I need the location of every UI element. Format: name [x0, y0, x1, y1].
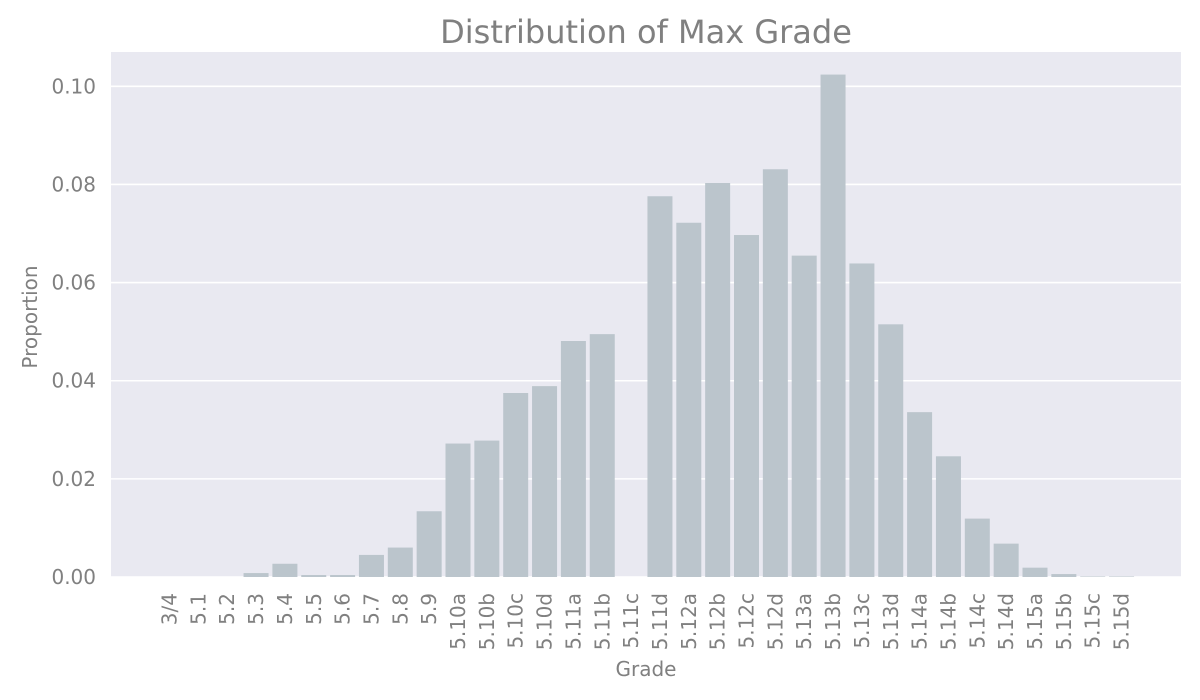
- x-tick-label: 5.9: [417, 593, 441, 625]
- bar: [243, 573, 269, 577]
- x-tick-label: 5.15d: [1110, 593, 1134, 650]
- x-tick-label: 5.11c: [619, 593, 643, 649]
- bar: [474, 440, 500, 577]
- bar: [647, 196, 673, 578]
- x-tick-label: 5.14c: [965, 593, 989, 649]
- bar: [993, 543, 1019, 577]
- y-tick-label: 0.02: [51, 467, 96, 491]
- bars: [243, 74, 1135, 578]
- bar: [964, 518, 990, 577]
- bar: [907, 412, 933, 577]
- bar: [445, 443, 471, 577]
- x-tick-label: 5.7: [359, 593, 383, 625]
- x-tick-label: 5.11b: [590, 593, 614, 650]
- x-tick-label: 5.14b: [936, 593, 960, 650]
- bar: [791, 255, 817, 577]
- y-axis-label: Proportion: [18, 265, 42, 368]
- x-tick-label: 5.11d: [648, 593, 672, 650]
- x-tick-label: 5.13a: [792, 593, 816, 650]
- bar: [532, 386, 558, 577]
- bar: [503, 393, 529, 577]
- x-tick-label: 5.8: [388, 593, 412, 625]
- bar: [416, 511, 442, 577]
- bar: [560, 340, 586, 577]
- bar: [734, 235, 759, 577]
- bar: [676, 222, 702, 577]
- x-tick-label: 5.12d: [763, 593, 787, 650]
- x-tick-label: 5.15b: [1052, 593, 1076, 650]
- x-tick-label: 5.1: [186, 593, 210, 625]
- x-tick-label: 5.6: [331, 593, 355, 625]
- bar: [1051, 574, 1077, 577]
- x-tick-label: 5.12c: [735, 593, 759, 649]
- x-tick-label: 5.10b: [475, 593, 499, 650]
- x-tick-label: 5.10c: [504, 593, 528, 649]
- bar: [820, 74, 846, 577]
- y-tick-label: 0.08: [51, 172, 96, 196]
- bar: [849, 263, 875, 577]
- bar: [705, 183, 731, 577]
- bar: [358, 554, 384, 577]
- bar: [935, 456, 961, 577]
- y-tick-labels: 0.00 0.02 0.04 0.06 0.08 0.10: [51, 74, 96, 589]
- x-tick-label: 5.2: [215, 593, 239, 625]
- bar: [272, 563, 298, 577]
- x-tick-label: 5.13d: [879, 593, 903, 650]
- x-axis-label: Grade: [616, 657, 677, 681]
- x-tick-label: 5.14a: [908, 593, 932, 650]
- x-tick-label: 5.14d: [994, 593, 1018, 650]
- x-tick-label: 5.10d: [533, 593, 557, 650]
- x-tick-label: 3/4: [158, 593, 182, 625]
- x-tick-label: 5.12b: [706, 593, 730, 650]
- x-tick-label: 5.10a: [446, 593, 470, 650]
- x-tick-labels: 3/4 5.1 5.2 5.3 5.4 5.5 5.6 5.7 5.8 5.9 5.10a 5.10b…: [158, 593, 1134, 650]
- x-tick-label: 5.3: [244, 593, 268, 625]
- bar: [589, 334, 615, 577]
- bar: [387, 547, 413, 577]
- y-tick-label: 0.10: [51, 74, 96, 98]
- chart-title: Distribution of Max Grade: [440, 13, 852, 51]
- bar: [1022, 567, 1048, 577]
- x-tick-label: 5.11a: [561, 593, 585, 650]
- x-tick-label: 5.5: [302, 593, 326, 625]
- x-tick-label: 5.13b: [821, 593, 845, 650]
- plot-background: [111, 52, 1181, 577]
- x-tick-label: 5.15a: [1023, 593, 1047, 650]
- y-tick-label: 0.00: [51, 565, 96, 589]
- bar: [762, 169, 788, 577]
- x-tick-label: 5.4: [273, 593, 297, 625]
- bar: [330, 575, 356, 577]
- bar: [878, 324, 904, 577]
- x-tick-label: 5.12a: [677, 593, 701, 650]
- x-tick-label: 5.13c: [850, 593, 874, 649]
- y-tick-label: 0.04: [51, 369, 96, 393]
- bar: [301, 575, 327, 577]
- y-tick-label: 0.06: [51, 271, 96, 295]
- x-tick-label: 5.15c: [1081, 593, 1105, 649]
